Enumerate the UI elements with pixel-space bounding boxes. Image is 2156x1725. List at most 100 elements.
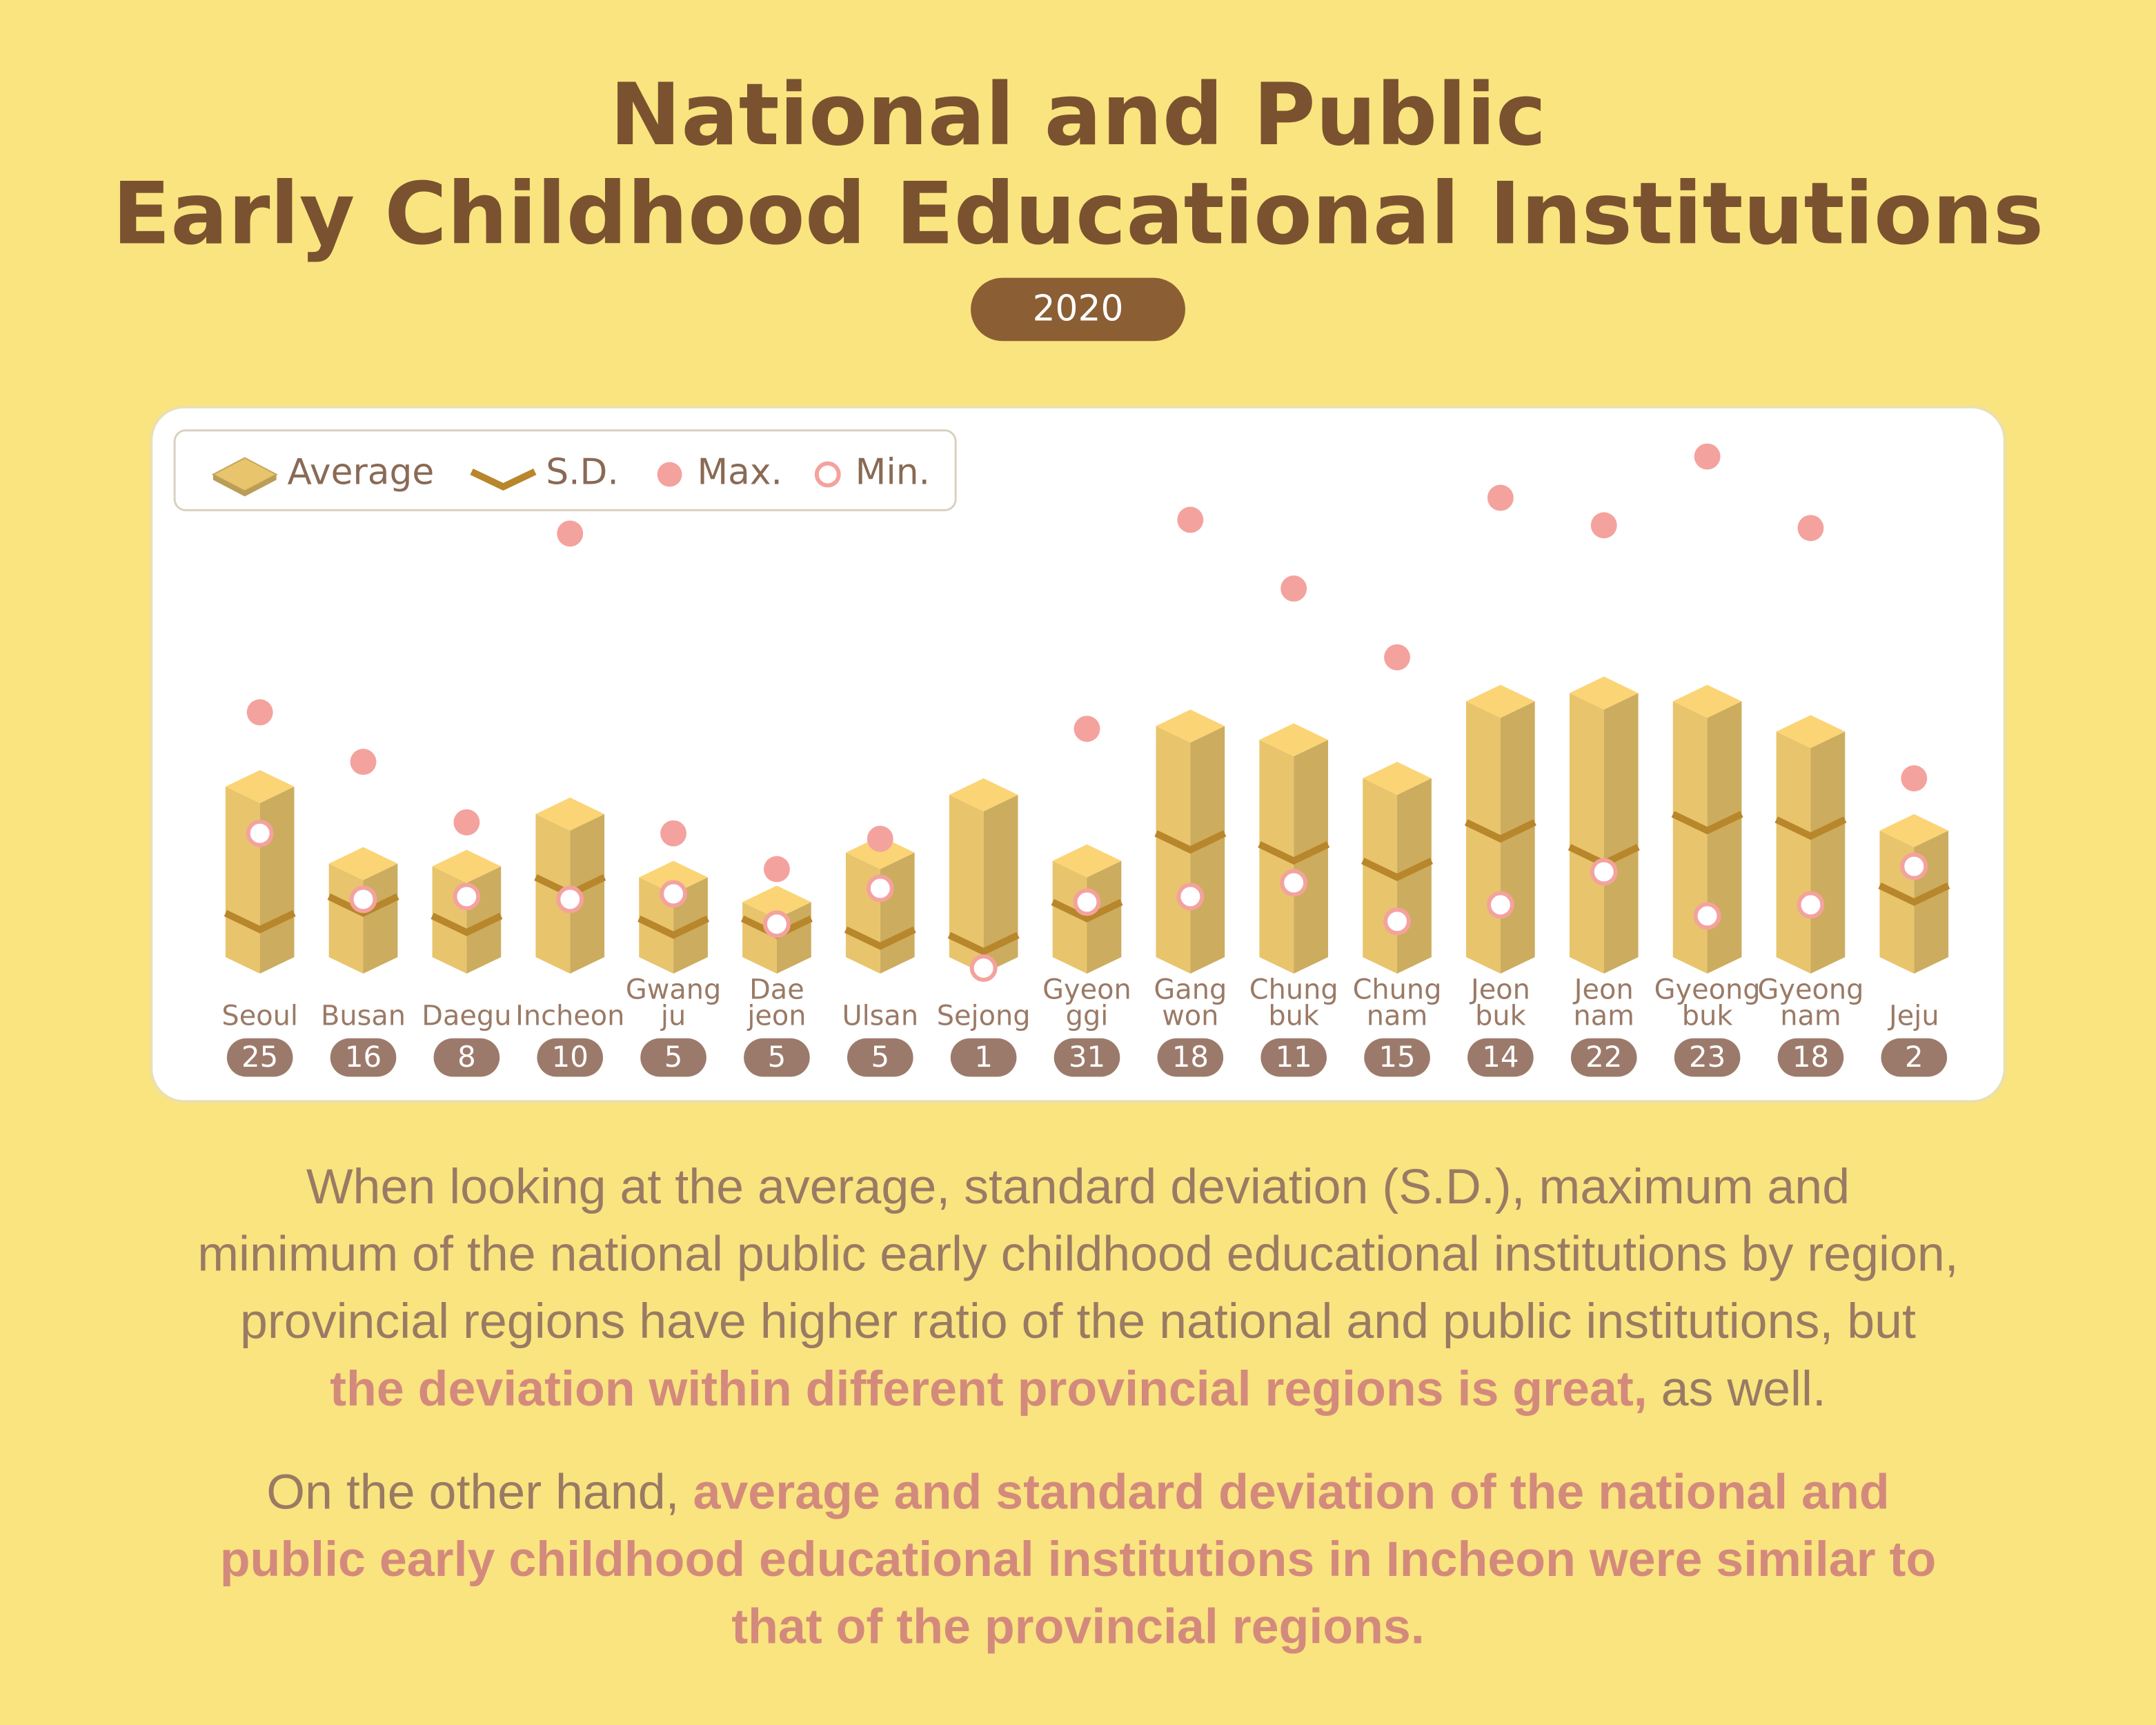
legend-icon	[814, 461, 841, 488]
x-tick-label: Gyeong	[1654, 974, 1761, 1005]
bar-top	[1052, 844, 1122, 878]
x-tick-label: Dae	[749, 974, 804, 1005]
count-label: 22	[1585, 1040, 1622, 1074]
bar	[1569, 676, 1639, 974]
text-line: the deviation within different provincia…	[28, 1354, 2128, 1422]
text-line: When looking at the average, standard de…	[28, 1152, 2128, 1220]
legend-icon	[470, 469, 537, 491]
min-dot	[453, 883, 481, 911]
count-label: 23	[1689, 1040, 1725, 1074]
count-badge	[950, 1038, 1017, 1077]
max-dot	[1074, 716, 1100, 742]
count-badge	[1777, 1038, 1844, 1077]
min-dot	[660, 880, 688, 908]
body-text: provincial regions have higher ratio of …	[239, 1292, 1916, 1350]
sd-mark	[1361, 858, 1434, 882]
x-tick-label: Gang	[1154, 974, 1227, 1005]
x-tick-label: nam	[1574, 1000, 1634, 1032]
body-text: as well.	[1647, 1360, 1826, 1417]
bar-face-left	[1156, 726, 1191, 974]
min-dot	[246, 819, 274, 847]
bar-face-right	[1190, 726, 1225, 974]
text-line: provincial regions have higher ratio of …	[28, 1287, 2128, 1354]
x-tick-label: ju	[660, 1000, 686, 1032]
bar-face-right	[570, 814, 605, 974]
x-tick-label: Incheon	[515, 1000, 624, 1032]
text-line: minimum of the national public early chi…	[28, 1220, 2128, 1288]
highlight-text: average and standard deviation of the na…	[693, 1463, 1890, 1520]
bar-face-right	[1294, 740, 1329, 974]
x-tick-label: nam	[1367, 1000, 1427, 1032]
max-dot	[1177, 506, 1204, 533]
min-dot	[349, 885, 377, 914]
title-line: National and Public	[610, 66, 1546, 165]
count-label: 5	[768, 1040, 787, 1074]
bar	[1776, 715, 1846, 974]
min-dot	[1486, 891, 1514, 919]
count-label: 15	[1378, 1040, 1415, 1074]
bar	[639, 860, 708, 974]
x-tick-label: Daegu	[422, 1000, 511, 1032]
bar-face-left	[1052, 860, 1087, 974]
sd-mark	[1258, 841, 1330, 865]
bar-face-right	[259, 786, 295, 974]
max-dot	[1797, 515, 1824, 542]
max-dot	[1384, 644, 1410, 671]
bar-face-left	[1776, 731, 1811, 974]
max-dot	[1901, 765, 1928, 791]
legend-icon	[212, 474, 277, 497]
count-label: 16	[345, 1040, 382, 1074]
x-tick-label: nam	[1780, 1000, 1841, 1032]
bar-top	[535, 797, 605, 831]
bar	[845, 836, 915, 974]
bar-face-right	[1707, 701, 1742, 974]
min-dot	[1280, 869, 1308, 897]
legend-label: S.D.	[546, 452, 619, 493]
count-label: 5	[871, 1040, 889, 1074]
highlight-text: public early childhood educational insti…	[219, 1530, 1937, 1587]
min-dot	[1383, 907, 1411, 936]
x-tick-label: Chung	[1353, 974, 1442, 1005]
text-line: On the other hand, average and standard …	[28, 1458, 2128, 1526]
legend-label: Max.	[697, 452, 782, 493]
min-dot	[556, 885, 584, 914]
min-dot	[763, 910, 791, 938]
min-dot	[1176, 883, 1205, 911]
x-tick-label: Jeon	[1572, 974, 1634, 1005]
count-label: 18	[1172, 1040, 1209, 1074]
x-tick-label: Sejong	[937, 1000, 1031, 1032]
max-dot	[453, 809, 480, 836]
body-text: minimum of the national public early chi…	[197, 1225, 1959, 1282]
count-badge	[1467, 1038, 1534, 1077]
bar-top	[639, 860, 708, 894]
count-badge	[1570, 1038, 1637, 1077]
x-tick-label: Busan	[321, 1000, 406, 1032]
bar-face-right	[1810, 731, 1846, 974]
bar	[225, 770, 295, 974]
bar-face-right	[1603, 693, 1639, 974]
bar-top	[845, 836, 915, 869]
count-badge	[1260, 1038, 1327, 1077]
count-label: 31	[1069, 1040, 1105, 1074]
min-dot	[1590, 858, 1618, 886]
sd-mark	[1878, 882, 1950, 906]
min-dot	[866, 874, 894, 903]
min-dot	[1693, 902, 1721, 930]
subtitle: 2020	[1033, 288, 1124, 329]
count-badge	[1364, 1038, 1430, 1077]
count-label: 8	[457, 1040, 476, 1074]
bar-face-right	[1087, 860, 1122, 974]
max-dot	[660, 820, 687, 847]
count-label: 2	[1905, 1040, 1923, 1074]
min-dot	[969, 954, 998, 982]
bar-face-right	[363, 863, 398, 974]
bar-top	[1879, 814, 1949, 847]
min-dot	[1900, 852, 1928, 880]
max-dot	[246, 699, 273, 726]
bar-face-left	[1259, 740, 1294, 974]
bar-face-left	[328, 863, 364, 974]
x-tick-label: Gyeon	[1042, 974, 1131, 1005]
count-badge	[1157, 1038, 1224, 1077]
